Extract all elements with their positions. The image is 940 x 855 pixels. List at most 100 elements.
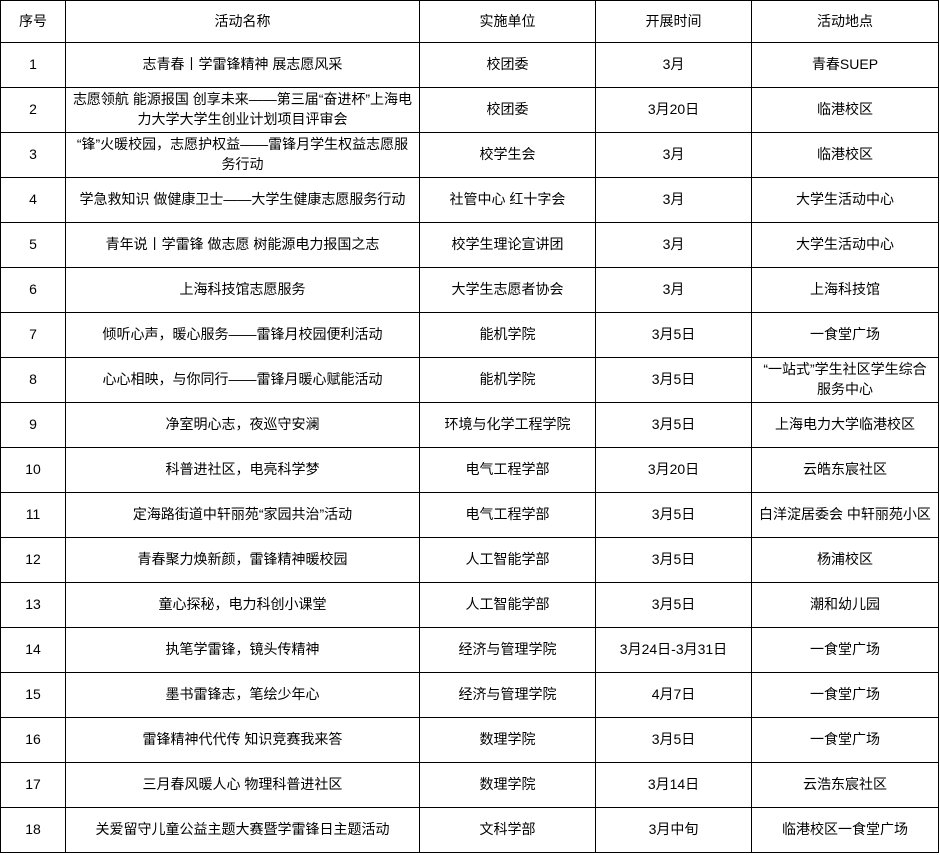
header-index: 序号 <box>0 0 66 43</box>
cell-name: 青年说丨学雷锋 做志愿 树能源电力报国之志 <box>65 222 420 268</box>
table-row: 7 倾听心声，暖心服务——雷锋月校园便利活动 能机学院 3月5日 一食堂广场 <box>0 312 939 358</box>
cell-index: 17 <box>0 762 66 808</box>
cell-index: 16 <box>0 717 66 763</box>
cell-unit: 校学生理论宣讲团 <box>419 222 596 268</box>
table-row: 4 学急救知识 做健康卫士——大学生健康志愿服务行动 社管中心 红十字会 3月 大学生活… <box>0 177 939 223</box>
cell-location: 白洋淀居委会 中轩丽苑小区 <box>751 492 939 538</box>
cell-location: 临港校区一食堂广场 <box>751 807 939 853</box>
table-row: 17 三月春风暖人心 物理科普进社区 数理学院 3月14日 云浩东宸社区 <box>0 762 939 808</box>
header-name: 活动名称 <box>65 0 420 43</box>
table-row: 16 雷锋精神代代传 知识竞赛我来答 数理学院 3月5日 一食堂广场 <box>0 717 939 763</box>
table-row: 12 青春聚力焕新颜，雷锋精神暖校园 人工智能学部 3月5日 杨浦校区 <box>0 537 939 583</box>
cell-index: 3 <box>0 132 66 178</box>
table-row: 11 定海路街道中轩丽苑“家园共治”活动 电气工程学部 3月5日 白洋淀居委会 中轩丽苑… <box>0 492 939 538</box>
cell-index: 6 <box>0 267 66 313</box>
cell-index: 9 <box>0 402 66 448</box>
cell-index: 4 <box>0 177 66 223</box>
activity-table-body: 1 志青春丨学雷锋精神 展志愿风采 校团委 3月 青春SUEP 2 志愿领航 能源报国 创享… <box>0 42 939 853</box>
table-row: 1 志青春丨学雷锋精神 展志愿风采 校团委 3月 青春SUEP <box>0 42 939 88</box>
header-time: 开展时间 <box>595 0 752 43</box>
table-row: 8 心心相映，与你同行——雷锋月暖心赋能活动 能机学院 3月5日 “一站式”学生社区学生… <box>0 357 939 403</box>
cell-unit: 人工智能学部 <box>419 582 596 628</box>
cell-unit: 经济与管理学院 <box>419 627 596 673</box>
cell-unit: 电气工程学部 <box>419 492 596 538</box>
table-row: 6 上海科技馆志愿服务 大学生志愿者协会 3月 上海科技馆 <box>0 267 939 313</box>
cell-time: 3月 <box>595 222 752 268</box>
cell-unit: 能机学院 <box>419 357 596 403</box>
cell-name: 雷锋精神代代传 知识竞赛我来答 <box>65 717 420 763</box>
cell-unit: 大学生志愿者协会 <box>419 267 596 313</box>
cell-time: 3月5日 <box>595 537 752 583</box>
cell-index: 10 <box>0 447 66 493</box>
cell-location: 临港校区 <box>751 132 939 178</box>
table-row: 13 童心探秘，电力科创小课堂 人工智能学部 3月5日 潮和幼儿园 <box>0 582 939 628</box>
table-row: 10 科普进社区，电亮科学梦 电气工程学部 3月20日 云皓东宸社区 <box>0 447 939 493</box>
cell-time: 3月 <box>595 42 752 88</box>
cell-name: “锋”火暖校园，志愿护权益——雷锋月学生权益志愿服务行动 <box>65 132 420 178</box>
table-header: 序号 活动名称 实施单位 开展时间 活动地点 <box>0 0 939 43</box>
cell-location: 一食堂广场 <box>751 627 939 673</box>
cell-time: 3月 <box>595 267 752 313</box>
table-row: 14 执笔学雷锋，镜头传精神 经济与管理学院 3月24日-3月31日 一食堂广场 <box>0 627 939 673</box>
cell-index: 1 <box>0 42 66 88</box>
cell-name: 倾听心声，暖心服务——雷锋月校园便利活动 <box>65 312 420 358</box>
cell-time: 3月24日-3月31日 <box>595 627 752 673</box>
cell-unit: 校学生会 <box>419 132 596 178</box>
table-header-row: 序号 活动名称 实施单位 开展时间 活动地点 <box>0 0 939 43</box>
cell-location: 上海电力大学临港校区 <box>751 402 939 448</box>
cell-index: 13 <box>0 582 66 628</box>
cell-unit: 能机学院 <box>419 312 596 358</box>
cell-index: 18 <box>0 807 66 853</box>
cell-name: 学急救知识 做健康卫士——大学生健康志愿服务行动 <box>65 177 420 223</box>
cell-time: 3月14日 <box>595 762 752 808</box>
cell-unit: 环境与化学工程学院 <box>419 402 596 448</box>
cell-unit: 社管中心 红十字会 <box>419 177 596 223</box>
cell-unit: 文科学部 <box>419 807 596 853</box>
cell-unit: 校团委 <box>419 42 596 88</box>
cell-unit: 经济与管理学院 <box>419 672 596 718</box>
cell-location: 一食堂广场 <box>751 312 939 358</box>
table-row: 18 关爱留守儿童公益主题大赛暨学雷锋日主题活动 文科学部 3月中旬 临港校区一食堂广场 <box>0 807 939 853</box>
cell-name: 净室明心志，夜巡守安澜 <box>65 402 420 448</box>
cell-location: “一站式”学生社区学生综合服务中心 <box>751 357 939 403</box>
cell-name: 科普进社区，电亮科学梦 <box>65 447 420 493</box>
cell-time: 3月5日 <box>595 492 752 538</box>
cell-location: 一食堂广场 <box>751 717 939 763</box>
cell-name: 童心探秘，电力科创小课堂 <box>65 582 420 628</box>
cell-index: 2 <box>0 87 66 133</box>
table-row: 9 净室明心志，夜巡守安澜 环境与化学工程学院 3月5日 上海电力大学临港校区 <box>0 402 939 448</box>
cell-unit: 校团委 <box>419 87 596 133</box>
cell-time: 3月5日 <box>595 312 752 358</box>
cell-index: 8 <box>0 357 66 403</box>
cell-index: 5 <box>0 222 66 268</box>
header-location: 活动地点 <box>751 0 939 43</box>
cell-location: 云浩东宸社区 <box>751 762 939 808</box>
table-row: 2 志愿领航 能源报国 创享未来——第三届“奋进杯”上海电力大学大学生创业计划项目… <box>0 87 939 133</box>
table-row: 3 “锋”火暖校园，志愿护权益——雷锋月学生权益志愿服务行动 校学生会 3月 临港校区 <box>0 132 939 178</box>
cell-index: 12 <box>0 537 66 583</box>
cell-unit: 人工智能学部 <box>419 537 596 583</box>
cell-time: 3月5日 <box>595 402 752 448</box>
cell-unit: 电气工程学部 <box>419 447 596 493</box>
cell-location: 潮和幼儿园 <box>751 582 939 628</box>
cell-name: 志青春丨学雷锋精神 展志愿风采 <box>65 42 420 88</box>
cell-index: 14 <box>0 627 66 673</box>
cell-index: 15 <box>0 672 66 718</box>
cell-name: 墨书雷锋志，笔绘少年心 <box>65 672 420 718</box>
table-row: 5 青年说丨学雷锋 做志愿 树能源电力报国之志 校学生理论宣讲团 3月 大学生活动中心 <box>0 222 939 268</box>
cell-unit: 数理学院 <box>419 762 596 808</box>
cell-location: 大学生活动中心 <box>751 177 939 223</box>
header-unit: 实施单位 <box>419 0 596 43</box>
cell-name: 青春聚力焕新颜，雷锋精神暖校园 <box>65 537 420 583</box>
cell-time: 3月 <box>595 177 752 223</box>
cell-time: 3月5日 <box>595 582 752 628</box>
cell-location: 临港校区 <box>751 87 939 133</box>
cell-name: 关爱留守儿童公益主题大赛暨学雷锋日主题活动 <box>65 807 420 853</box>
cell-name: 心心相映，与你同行——雷锋月暖心赋能活动 <box>65 357 420 403</box>
cell-index: 7 <box>0 312 66 358</box>
cell-time: 4月7日 <box>595 672 752 718</box>
cell-time: 3月20日 <box>595 447 752 493</box>
table-row: 15 墨书雷锋志，笔绘少年心 经济与管理学院 4月7日 一食堂广场 <box>0 672 939 718</box>
